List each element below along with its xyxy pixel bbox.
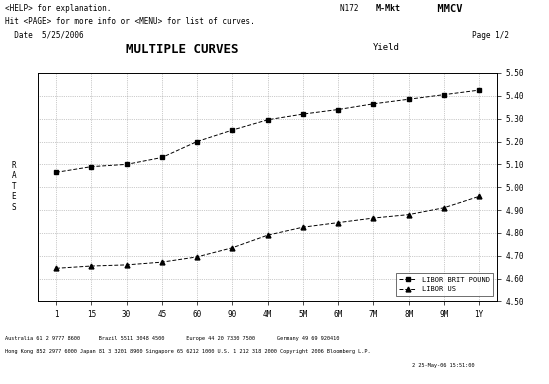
LIBOR US (124, 263, 130, 267)
LIBOR BRIT POUND (441, 93, 447, 97)
Text: Page 1/2: Page 1/2 (472, 31, 509, 40)
LIBOR US (229, 245, 236, 250)
LIBOR US (370, 216, 377, 220)
LIBOR BRIT POUND (265, 118, 271, 122)
LIBOR US (476, 194, 483, 199)
Line: LIBOR US: LIBOR US (54, 194, 481, 271)
LIBOR US (265, 233, 271, 237)
LIBOR US (159, 260, 165, 265)
Text: M-Mkt: M-Mkt (376, 4, 401, 13)
Text: 2 25-May-06 15:51:00: 2 25-May-06 15:51:00 (412, 363, 474, 368)
Text: N172: N172 (340, 4, 363, 13)
LIBOR US (405, 212, 412, 217)
Text: Date  5/25/2006: Date 5/25/2006 (5, 31, 84, 40)
LIBOR BRIT POUND (229, 128, 236, 132)
LIBOR US (335, 220, 341, 225)
Text: Australia 61 2 9777 8600      Brazil 5511 3048 4500       Europe 44 20 7330 7500: Australia 61 2 9777 8600 Brazil 5511 304… (5, 336, 340, 341)
LIBOR US (441, 205, 447, 210)
LIBOR BRIT POUND (124, 162, 130, 167)
LIBOR BRIT POUND (476, 88, 483, 93)
Text: Yield: Yield (373, 43, 400, 52)
LIBOR US (88, 264, 94, 268)
Text: MMCV: MMCV (425, 4, 463, 14)
Text: R
A
T
E
S: R A T E S (12, 161, 16, 212)
LIBOR US (300, 225, 306, 230)
Text: Hong Kong 852 2977 6000 Japan 81 3 3201 8900 Singapore 65 6212 1000 U.S. 1 212 3: Hong Kong 852 2977 6000 Japan 81 3 3201 … (5, 349, 371, 354)
LIBOR BRIT POUND (88, 164, 94, 169)
LIBOR US (53, 266, 59, 271)
LIBOR US (194, 255, 200, 259)
LIBOR BRIT POUND (194, 139, 200, 144)
Text: MULTIPLE CURVES: MULTIPLE CURVES (126, 43, 239, 56)
LIBOR BRIT POUND (370, 101, 377, 106)
LIBOR BRIT POUND (335, 107, 341, 112)
LIBOR BRIT POUND (405, 97, 412, 101)
Legend: LIBOR BRIT POUND, LIBOR US: LIBOR BRIT POUND, LIBOR US (395, 273, 494, 296)
LIBOR BRIT POUND (159, 155, 165, 160)
Line: LIBOR BRIT POUND: LIBOR BRIT POUND (54, 88, 481, 174)
LIBOR BRIT POUND (53, 170, 59, 175)
Text: Hit <PAGE> for more info or <MENU> for list of curves.: Hit <PAGE> for more info or <MENU> for l… (5, 17, 255, 26)
LIBOR BRIT POUND (300, 112, 306, 116)
Text: <HELP> for explanation.: <HELP> for explanation. (5, 4, 112, 13)
